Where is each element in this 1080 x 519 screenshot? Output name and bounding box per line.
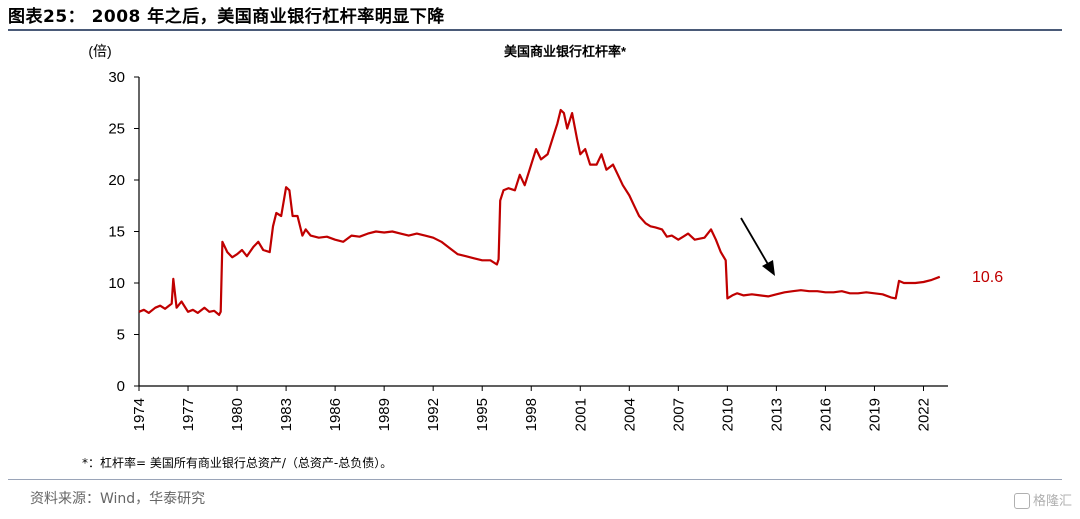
footnote: *：杠杆率= 美国所有商业银行总资产/（总资产-总负债）。 <box>82 456 393 470</box>
x-tick-label: 2013 <box>768 398 785 431</box>
y-tick-label: 25 <box>108 121 125 138</box>
x-tick-label: 2019 <box>866 398 883 431</box>
y-tick-label: 10 <box>108 275 125 292</box>
x-tick-label: 2007 <box>670 398 687 431</box>
source-rule <box>8 479 1062 480</box>
y-tick-label: 5 <box>117 327 125 344</box>
x-tick-label: 1989 <box>376 398 393 431</box>
y-axis-label: (倍) <box>88 43 111 59</box>
y-tick-label: 20 <box>108 172 125 189</box>
watermark: 格隆汇 <box>1013 490 1072 510</box>
y-tick-label: 30 <box>108 69 125 86</box>
annotation-arrow-head <box>762 260 775 276</box>
series-line <box>138 108 941 316</box>
x-tick-label: 1980 <box>229 398 246 431</box>
source-text: 资料来源：Wind，华泰研究 <box>30 491 206 507</box>
x-tick-label: 1998 <box>523 398 540 431</box>
axes <box>138 77 948 387</box>
end-value-label: 10.6 <box>972 269 1003 286</box>
y-tick-label: 0 <box>117 378 125 395</box>
x-tick-label: 2004 <box>621 398 638 431</box>
x-tick-label: 1986 <box>327 398 344 431</box>
x-tick-label: 2022 <box>915 398 932 431</box>
x-tick-label: 1977 <box>180 398 197 431</box>
title-rule <box>8 29 1062 31</box>
x-tick-label: 2016 <box>817 398 834 431</box>
watermark-text: 格隆汇 <box>1032 494 1072 509</box>
x-tick-label: 1992 <box>425 398 442 431</box>
x-tick-label: 2010 <box>719 398 736 431</box>
x-tick-label: 2001 <box>572 398 589 431</box>
axis-ticks: 0 5 10 15 20 25 30 1974 1977 1980 1983 1986 1989 1992… <box>108 69 932 431</box>
annotation-arrow-line <box>740 217 770 267</box>
y-tick-label: 15 <box>108 224 125 241</box>
series-group <box>138 108 941 316</box>
annotations: 10.6 <box>740 217 1003 286</box>
x-tick-label: 1974 <box>131 398 148 431</box>
figure-title: 图表25： 2008 年之后，美国商业银行杠杆率明显下降 <box>8 7 445 27</box>
watermark-logo-icon <box>1013 492 1030 509</box>
x-tick-label: 1995 <box>474 398 491 431</box>
x-tick-label: 1983 <box>278 398 295 431</box>
chart-title: 美国商业银行杠杆率* <box>504 44 627 59</box>
